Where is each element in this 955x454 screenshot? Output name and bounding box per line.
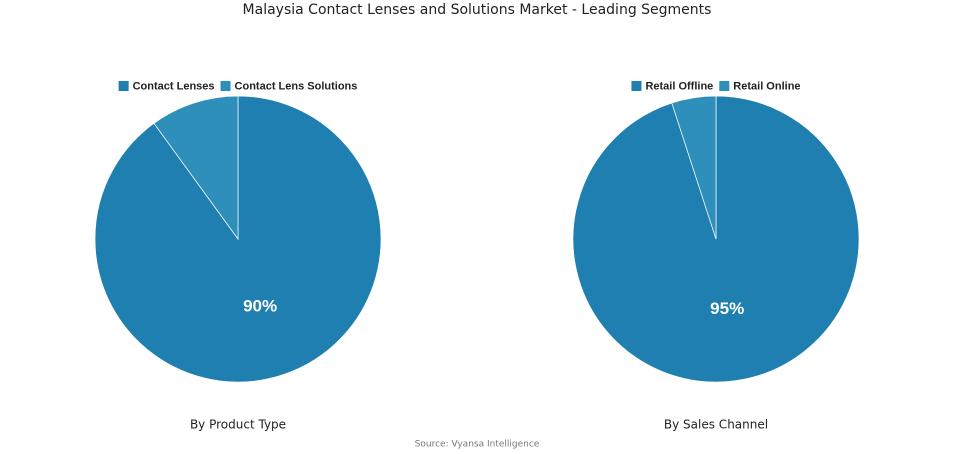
legend-swatch bbox=[118, 81, 129, 91]
chart-title: By Sales Channel bbox=[664, 418, 768, 432]
legend: Retail Offline Retail Online bbox=[631, 80, 801, 92]
pie-slice bbox=[671, 95, 717, 240]
legend-label: Contact Lenses bbox=[133, 80, 215, 92]
legend-swatch bbox=[220, 81, 231, 91]
legend-label: Retail Online bbox=[733, 80, 800, 92]
legend-swatch bbox=[719, 81, 730, 91]
pie-slice bbox=[153, 95, 239, 241]
legend: Contact Lenses Contact Lens Solutions bbox=[118, 80, 358, 92]
value-label: 95% bbox=[710, 299, 744, 318]
source: Source: Vyansa Intelligence bbox=[415, 440, 540, 450]
page-title: Malaysia Contact Lenses and Solutions Ma… bbox=[243, 2, 712, 18]
value-label: 90% bbox=[243, 296, 277, 315]
legend-swatch bbox=[631, 81, 642, 91]
chart-title: By Product Type bbox=[190, 418, 286, 432]
legend-label: Retail Offline bbox=[645, 80, 713, 92]
legend-label: Contact Lens Solutions bbox=[235, 80, 358, 92]
